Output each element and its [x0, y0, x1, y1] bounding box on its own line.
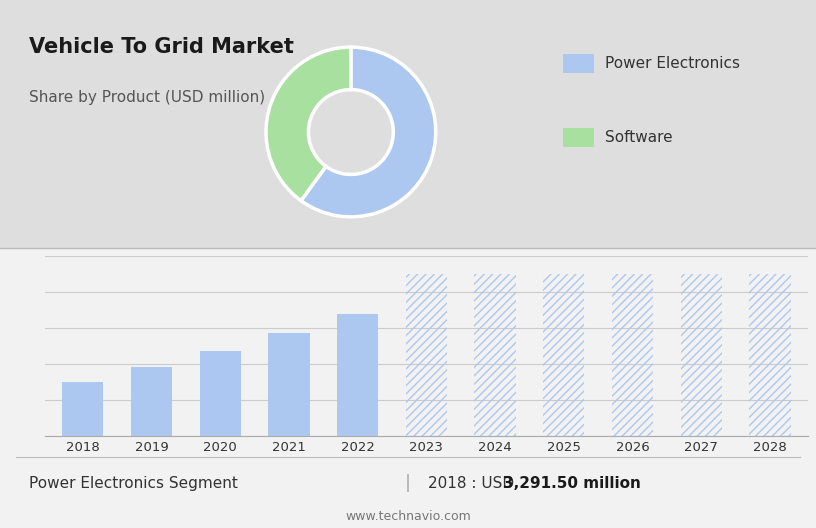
Text: |: |	[405, 474, 411, 492]
Wedge shape	[301, 47, 436, 217]
Text: Software: Software	[605, 130, 673, 145]
Bar	[337, 314, 379, 436]
Bar	[200, 351, 241, 436]
Bar	[474, 274, 516, 436]
Text: Power Electronics Segment: Power Electronics Segment	[29, 476, 237, 491]
Text: Vehicle To Grid Market: Vehicle To Grid Market	[29, 37, 294, 57]
Bar	[268, 333, 309, 436]
Bar	[612, 274, 653, 436]
Bar	[131, 367, 172, 436]
Bar	[749, 274, 791, 436]
Text: Share by Product (USD million): Share by Product (USD million)	[29, 90, 264, 105]
Text: www.technavio.com: www.technavio.com	[345, 510, 471, 523]
Bar	[406, 274, 447, 436]
Wedge shape	[266, 47, 351, 201]
Text: Power Electronics: Power Electronics	[605, 56, 740, 71]
Bar	[681, 274, 722, 436]
Bar	[543, 274, 584, 436]
Bar	[62, 382, 104, 436]
Text: 3,291.50 million: 3,291.50 million	[503, 476, 641, 491]
Text: 2018 : USD: 2018 : USD	[428, 476, 520, 491]
